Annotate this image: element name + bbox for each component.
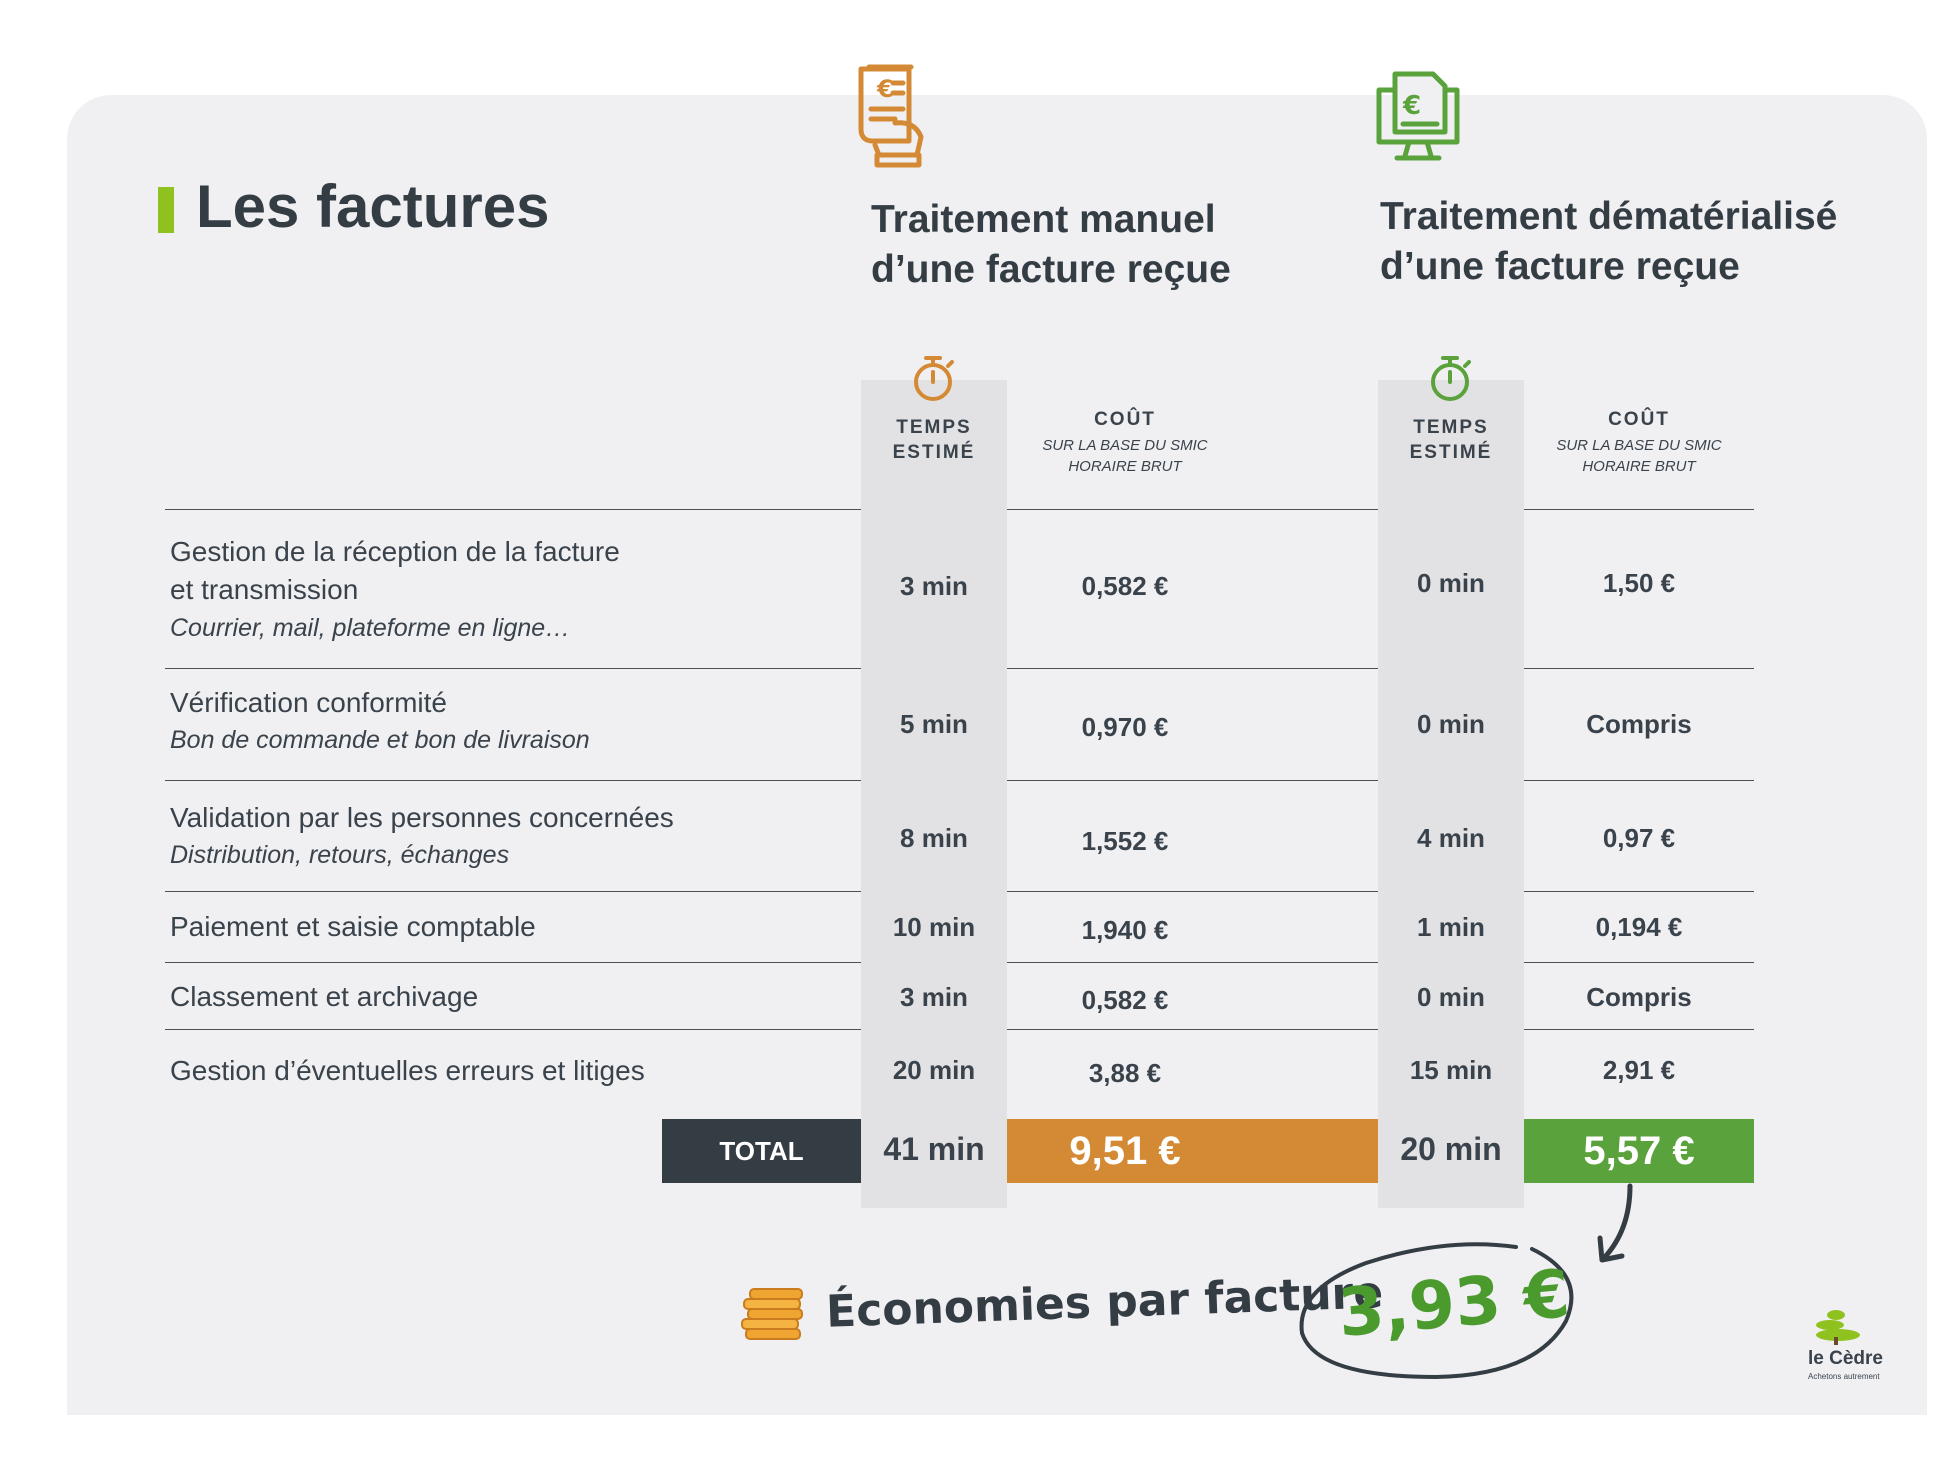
digital-time-cell: 1 min — [1417, 912, 1485, 942]
manual-cost-subheader-line2: HORAIRE BRUT — [1068, 458, 1182, 475]
total-label: TOTAL — [662, 1119, 861, 1183]
row-label: Vérification conformité — [170, 687, 448, 718]
digital-time-header-line2: ESTIMÉ — [1409, 442, 1493, 463]
digital-time-cell: 15 min — [1409, 1055, 1493, 1085]
digital-heading-line2: d’une facture reçue — [1380, 245, 1740, 288]
manual-time-cell: 8 min — [900, 823, 968, 853]
manual-cost-cell: 1,552 € — [1081, 826, 1169, 856]
invoice-monitor-icon: € — [1376, 71, 1460, 161]
manual-cost-cell: 3,88 € — [1088, 1058, 1162, 1088]
stopwatch-icon — [1431, 356, 1471, 401]
total-manual-cost: 9,51 € — [1007, 1119, 1378, 1183]
row-label-line2: et transmission — [170, 574, 359, 605]
digital-time-header-line1: TEMPS — [1413, 417, 1489, 438]
digital-cost-cell: 0,97 € — [1602, 823, 1676, 853]
row-note: Courrier, mail, plateforme en ligne… — [170, 614, 571, 642]
digital-time-cell: 0 min — [1417, 709, 1485, 739]
arrow-icon — [1597, 1183, 1633, 1263]
digital-cost-cell: 1,50 € — [1602, 568, 1676, 598]
logo-name: le Cèdre — [1808, 1348, 1883, 1369]
manual-time-cell: 3 min — [900, 982, 968, 1012]
row-label: Paiement et saisie comptable — [170, 911, 536, 942]
manual-cost-header: COÛT — [1094, 409, 1156, 430]
total-digital-cost: 5,57 € — [1524, 1119, 1754, 1183]
svg-text:€: € — [1402, 91, 1421, 121]
total-manual-cost-value: 9,51 € — [1069, 1129, 1181, 1173]
digital-cost-subheader-line2: HORAIRE BRUT — [1582, 458, 1696, 475]
manual-time-header-line1: TEMPS — [896, 417, 972, 438]
manual-heading-line1: Traitement manuel — [871, 198, 1216, 241]
total-digital-time: 20 min — [1400, 1131, 1502, 1167]
manual-time-cell: 5 min — [900, 709, 968, 739]
manual-cost-cell: 0,970 € — [1081, 712, 1169, 742]
manual-time-cell: 20 min — [892, 1055, 976, 1085]
manual-heading-line2: d’une facture reçue — [871, 248, 1231, 291]
digital-cost-cell: 0,194 € — [1595, 912, 1683, 942]
digital-cost-cell: 2,91 € — [1602, 1055, 1676, 1085]
manual-cost-cell: 0,582 € — [1081, 985, 1169, 1015]
page-title: Les factures — [196, 173, 550, 240]
row-label: Classement et archivage — [170, 981, 479, 1012]
row-note: Bon de commande et bon de livraison — [170, 726, 590, 754]
digital-time-cell: 0 min — [1417, 568, 1485, 598]
digital-cost-cell: Compris — [1586, 709, 1692, 739]
manual-time-cell: 3 min — [900, 571, 968, 601]
digital-cost-subheader-line1: SUR LA BASE DU SMIC — [1556, 437, 1722, 454]
savings-oval — [1299, 1242, 1574, 1380]
row-note: Distribution, retours, échanges — [170, 841, 510, 869]
svg-text:€: € — [876, 75, 894, 103]
invoice-hand-icon: € — [858, 64, 924, 168]
digital-time-cell: 0 min — [1417, 982, 1485, 1012]
cedar-tree-icon — [1816, 1310, 1860, 1345]
coins-icon — [741, 1288, 803, 1340]
row-label: Gestion de la réception de la facture — [170, 536, 620, 567]
row-label: Gestion d’éventuelles erreurs et litiges — [170, 1055, 645, 1086]
logo-tagline: Achetons autrement — [1808, 1372, 1880, 1381]
digital-time-cell: 4 min — [1417, 823, 1485, 853]
row-label: Validation par les personnes concernées — [170, 802, 674, 833]
stopwatch-icon — [914, 356, 954, 401]
manual-cost-cell: 0,582 € — [1081, 571, 1169, 601]
digital-time-column-bg — [1378, 380, 1524, 1208]
manual-time-column-bg — [861, 380, 1007, 1208]
digital-heading-line1: Traitement dématérialisé — [1380, 195, 1838, 238]
manual-cost-subheader-line1: SUR LA BASE DU SMIC — [1042, 437, 1208, 454]
total-manual-time: 41 min — [883, 1131, 985, 1167]
manual-cost-cell: 1,940 € — [1081, 915, 1169, 945]
manual-time-cell: 10 min — [892, 912, 976, 942]
manual-time-header-line2: ESTIMÉ — [892, 442, 976, 463]
title-accent-bar — [158, 187, 174, 233]
digital-cost-cell: Compris — [1586, 982, 1692, 1012]
digital-cost-header: COÛT — [1608, 409, 1670, 430]
